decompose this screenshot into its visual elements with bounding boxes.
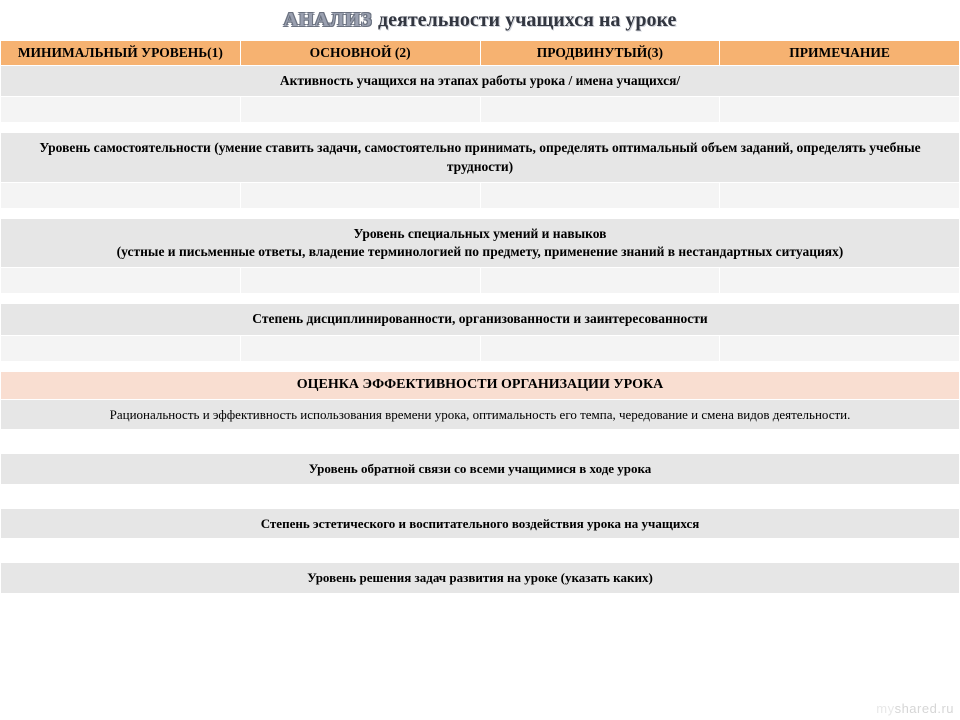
section-skills-l1: Уровень специальных умений и навыков xyxy=(354,226,607,241)
eval-header: ОЦЕНКА ЭФФЕКТИВНОСТИ ОРГАНИЗАЦИИ УРОКА xyxy=(1,371,960,399)
blank-row xyxy=(1,182,960,208)
section-discipline: Степень дисциплинированности, организова… xyxy=(1,304,960,335)
analysis-table: МИНИМАЛЬНЫЙ УРОВЕНЬ(1) ОСНОВНОЙ (2) ПРОД… xyxy=(0,40,960,594)
title-fill: деятельности учащихся на уроке xyxy=(378,9,676,32)
watermark-my: my xyxy=(876,701,894,716)
section-skills-l2: (устные и письменные ответы, владение те… xyxy=(117,244,844,259)
page-title: АНАЛИЗ деятельности учащихся на уроке xyxy=(0,0,960,40)
eval-rationality: Рациональность и эффективность использов… xyxy=(1,399,960,430)
eval-aesthetic: Степень эстетического и воспитательного … xyxy=(1,508,960,539)
blank-row xyxy=(1,335,960,361)
col-main: ОСНОВНОЙ (2) xyxy=(240,41,480,66)
watermark-rest: shared.ru xyxy=(895,701,954,716)
title-outline: АНАЛИЗ xyxy=(284,9,372,32)
section-independence: Уровень самостоятельности (умение ставит… xyxy=(1,133,960,182)
section-activity: Активность учащихся на этапах работы уро… xyxy=(1,66,960,97)
eval-feedback: Уровень обратной связи со всеми учащимис… xyxy=(1,454,960,485)
section-skills: Уровень специальных умений и навыков (ус… xyxy=(1,218,960,267)
col-adv: ПРОДВИНУТЫЙ(3) xyxy=(480,41,720,66)
col-min: МИНИМАЛЬНЫЙ УРОВЕНЬ(1) xyxy=(1,41,241,66)
blank-row xyxy=(1,97,960,123)
eval-development: Уровень решения задач развития на уроке … xyxy=(1,563,960,594)
col-note: ПРИМЕЧАНИЕ xyxy=(720,41,960,66)
watermark: myshared.ru xyxy=(876,701,954,716)
header-row: МИНИМАЛЬНЫЙ УРОВЕНЬ(1) ОСНОВНОЙ (2) ПРОД… xyxy=(1,41,960,66)
blank-row xyxy=(1,268,960,294)
